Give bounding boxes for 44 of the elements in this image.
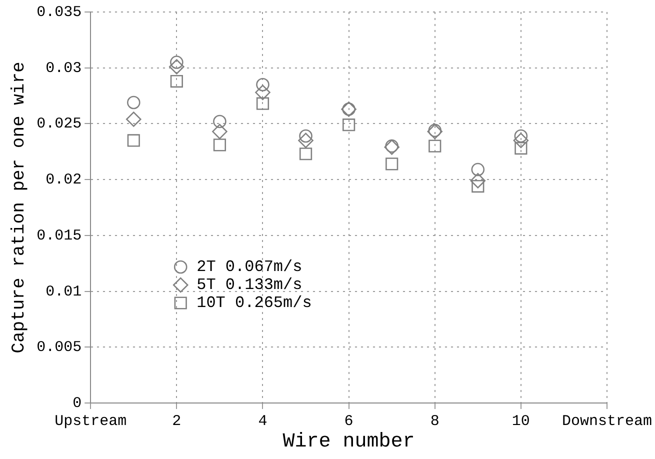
point	[256, 78, 270, 92]
point	[299, 129, 312, 143]
y-tick-label: 0.01	[46, 283, 82, 300]
point	[514, 129, 528, 143]
point	[342, 118, 356, 132]
point	[428, 140, 442, 152]
point	[256, 97, 270, 110]
y-tick-label: 0.005	[36, 339, 82, 356]
x-tick-label: 2	[172, 412, 182, 430]
point	[212, 124, 228, 140]
y-tick-label: 0.02	[46, 172, 82, 189]
point	[298, 132, 314, 148]
x-tick-label: Downstream	[562, 412, 652, 430]
legend-label: 2T 0.067m/s	[196, 258, 302, 276]
x-tick-label: 10	[512, 412, 530, 430]
point	[126, 96, 140, 110]
point	[472, 180, 484, 193]
x-tick-label: 4	[258, 412, 268, 430]
point	[170, 74, 183, 88]
y-tick-label: 0.035	[36, 4, 82, 21]
legend-label: 10T 0.265m/s	[196, 294, 312, 312]
point	[386, 158, 398, 170]
point	[127, 134, 140, 147]
point	[255, 84, 270, 100]
legend-label: 5T 0.133m/s	[196, 276, 302, 294]
y-tick-label: 0.03	[46, 60, 82, 77]
point	[514, 142, 528, 155]
x-tick-label: 6	[344, 412, 354, 430]
point	[299, 148, 312, 160]
x-axis-title: Wire number	[282, 430, 415, 454]
y-tick-label: 0.025	[36, 116, 82, 133]
y-axis-title: Capture ration per one wire	[10, 62, 30, 354]
point	[169, 59, 184, 74]
point	[170, 56, 184, 69]
x-tick-label: 8	[430, 412, 440, 430]
point	[213, 114, 226, 128]
point	[513, 132, 529, 148]
y-tick-label: 0.015	[36, 227, 82, 244]
point	[471, 162, 485, 176]
point	[213, 138, 226, 152]
point	[470, 173, 486, 188]
point	[126, 112, 142, 127]
y-tick-label: 0	[72, 394, 82, 412]
x-tick-label: Upstream	[54, 412, 127, 430]
